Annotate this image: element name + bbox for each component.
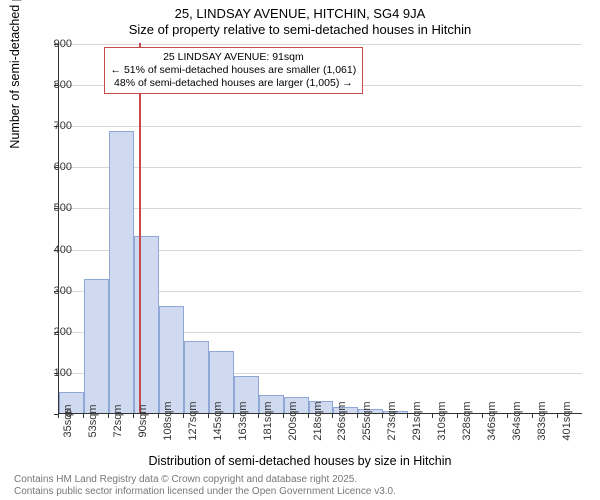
ytick-mark bbox=[54, 44, 58, 45]
xtick-label: 127sqm bbox=[187, 401, 199, 440]
xtick-label: 200sqm bbox=[287, 401, 299, 440]
property-marker-line bbox=[139, 43, 141, 413]
ytick-mark bbox=[54, 208, 58, 209]
xtick-mark bbox=[108, 414, 109, 418]
xtick-mark bbox=[482, 414, 483, 418]
xtick-mark bbox=[382, 414, 383, 418]
chart-title-line2: Size of property relative to semi-detach… bbox=[0, 22, 600, 37]
xtick-label: 90sqm bbox=[137, 404, 149, 437]
xtick-mark bbox=[83, 414, 84, 418]
xtick-mark bbox=[258, 414, 259, 418]
xtick-mark bbox=[308, 414, 309, 418]
xtick-mark bbox=[283, 414, 284, 418]
info-box-line2: ← 51% of semi-detached houses are smalle… bbox=[111, 64, 357, 77]
xtick-label: 35sqm bbox=[62, 404, 74, 437]
xtick-label: 255sqm bbox=[361, 401, 373, 440]
xtick-mark bbox=[208, 414, 209, 418]
ytick-mark bbox=[54, 250, 58, 251]
x-axis-label: Distribution of semi-detached houses by … bbox=[0, 454, 600, 468]
ytick-mark bbox=[54, 126, 58, 127]
xtick-mark bbox=[557, 414, 558, 418]
attribution-text: Contains HM Land Registry data © Crown c… bbox=[14, 474, 396, 498]
xtick-mark bbox=[407, 414, 408, 418]
xtick-mark bbox=[432, 414, 433, 418]
xtick-label: 181sqm bbox=[262, 401, 274, 440]
xtick-label: 364sqm bbox=[511, 401, 523, 440]
xtick-mark bbox=[357, 414, 358, 418]
info-box-line1: 25 LINDSAY AVENUE: 91sqm bbox=[111, 51, 357, 64]
info-box-line3: 48% of semi-detached houses are larger (… bbox=[111, 77, 357, 90]
ytick-mark bbox=[54, 291, 58, 292]
ytick-mark bbox=[54, 85, 58, 86]
xtick-mark bbox=[158, 414, 159, 418]
ytick-mark bbox=[54, 373, 58, 374]
histogram-bar bbox=[84, 279, 109, 413]
histogram-bar bbox=[159, 306, 184, 413]
xtick-label: 328sqm bbox=[461, 401, 473, 440]
histogram-bar bbox=[134, 236, 159, 413]
xtick-label: 53sqm bbox=[87, 404, 99, 437]
xtick-label: 273sqm bbox=[386, 401, 398, 440]
attribution-line1: Contains HM Land Registry data © Crown c… bbox=[14, 474, 396, 486]
xtick-mark bbox=[183, 414, 184, 418]
plot-area: 25 LINDSAY AVENUE: 91sqm← 51% of semi-de… bbox=[58, 44, 582, 414]
xtick-mark bbox=[507, 414, 508, 418]
xtick-label: 163sqm bbox=[237, 401, 249, 440]
xtick-label: 145sqm bbox=[212, 401, 224, 440]
gridline bbox=[59, 44, 582, 45]
chart-title-line1: 25, LINDSAY AVENUE, HITCHIN, SG4 9JA bbox=[0, 6, 600, 21]
ytick-mark bbox=[54, 332, 58, 333]
xtick-label: 108sqm bbox=[162, 401, 174, 440]
xtick-label: 291sqm bbox=[411, 401, 423, 440]
xtick-label: 346sqm bbox=[486, 401, 498, 440]
gridline bbox=[59, 208, 582, 209]
xtick-mark bbox=[457, 414, 458, 418]
y-axis-label: Number of semi-detached properties bbox=[8, 0, 22, 149]
xtick-mark bbox=[58, 414, 59, 418]
xtick-mark bbox=[532, 414, 533, 418]
gridline bbox=[59, 126, 582, 127]
histogram-bar bbox=[109, 131, 134, 413]
xtick-label: 401sqm bbox=[561, 401, 573, 440]
xtick-mark bbox=[332, 414, 333, 418]
xtick-mark bbox=[133, 414, 134, 418]
ytick-mark bbox=[54, 167, 58, 168]
xtick-label: 310sqm bbox=[436, 401, 448, 440]
info-box: 25 LINDSAY AVENUE: 91sqm← 51% of semi-de… bbox=[104, 47, 364, 94]
gridline bbox=[59, 167, 582, 168]
xtick-label: 383sqm bbox=[536, 401, 548, 440]
xtick-label: 218sqm bbox=[312, 401, 324, 440]
xtick-label: 72sqm bbox=[112, 404, 124, 437]
xtick-mark bbox=[233, 414, 234, 418]
xtick-label: 236sqm bbox=[336, 401, 348, 440]
attribution-line2: Contains public sector information licen… bbox=[14, 486, 396, 498]
